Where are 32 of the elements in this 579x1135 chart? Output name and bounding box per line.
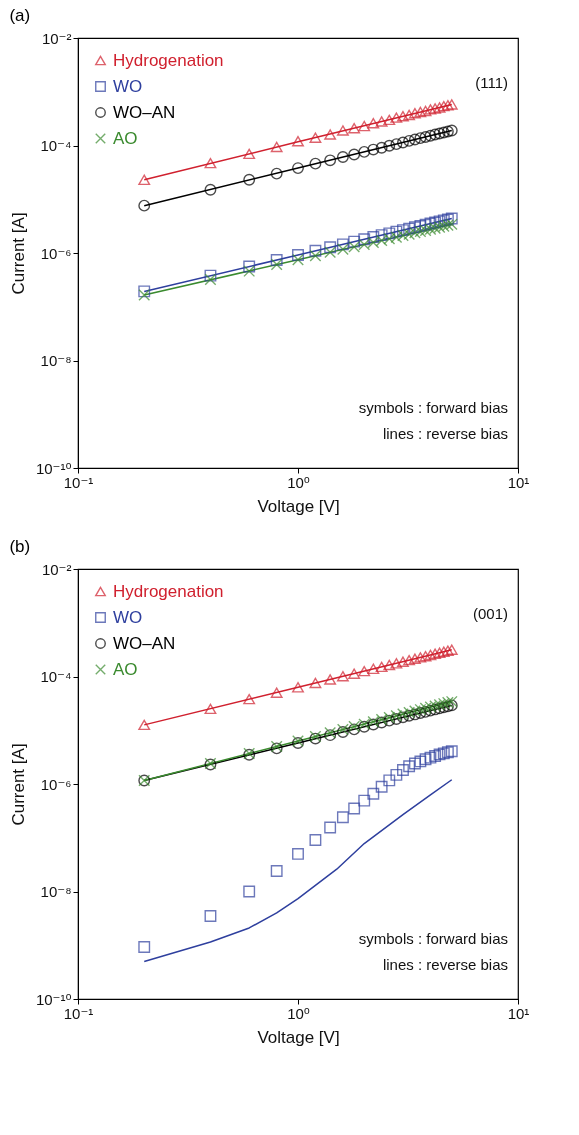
legend-label: AO [113, 659, 138, 679]
legend-label: AO [113, 128, 138, 148]
y-tick-label: 10⁻² [41, 29, 72, 47]
annotation: symbols : forward bias [358, 399, 508, 416]
chart-title: (a) [9, 6, 31, 25]
x-tick-label: 10⁰ [287, 473, 310, 491]
y-tick-label: 10⁻⁶ [40, 775, 72, 793]
x-axis-title: Voltage [V] [257, 496, 340, 516]
y-tick-label: 10⁻⁶ [40, 244, 72, 262]
chart-title: (b) [9, 537, 31, 556]
legend-label: WO [113, 607, 143, 627]
y-tick-label: 10⁻⁸ [40, 352, 72, 369]
annotation: (001) [472, 605, 508, 622]
y-axis-title: Current [A] [8, 212, 28, 295]
y-tick-label: 10⁻⁴ [40, 668, 72, 685]
legend-label: WO–AN [113, 102, 176, 122]
y-tick-label: 10⁻² [41, 560, 72, 578]
annotation: lines : reverse bias [382, 956, 508, 973]
legend-label: Hydrogenation [113, 50, 224, 70]
legend-label: Hydrogenation [113, 581, 224, 601]
x-tick-label: 10¹ [507, 473, 530, 491]
y-axis-title: Current [A] [8, 743, 28, 826]
x-tick-label: 10⁰ [287, 1004, 310, 1022]
annotation: (111) [475, 74, 508, 91]
legend-label: WO–AN [113, 633, 176, 653]
y-tick-label: 10⁻⁸ [40, 883, 72, 900]
annotation: lines : reverse bias [382, 425, 508, 442]
legend-label: WO [113, 76, 143, 96]
annotation: symbols : forward bias [358, 930, 508, 947]
y-tick-label: 10⁻⁴ [40, 137, 72, 154]
x-axis-title: Voltage [V] [257, 1027, 340, 1047]
x-tick-label: 10¹ [507, 1004, 530, 1022]
